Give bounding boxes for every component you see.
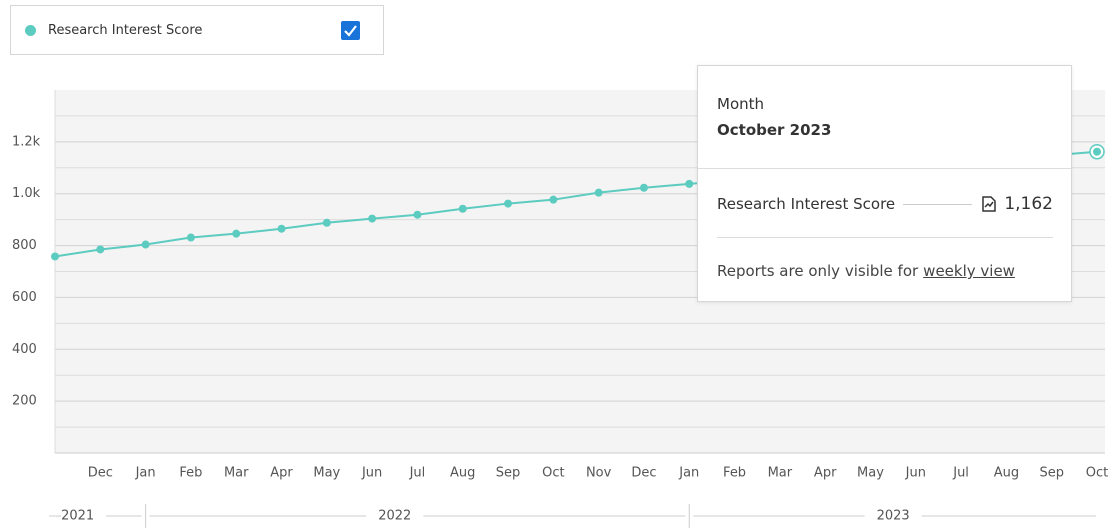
x-tick-label: Jun [361, 466, 382, 481]
x-tick-label: Jan [678, 466, 699, 481]
data-point [368, 214, 377, 223]
data-point [141, 240, 150, 249]
data-point [96, 245, 105, 254]
tooltip-row: Research Interest Score 1,162 [717, 194, 1053, 214]
data-point [232, 229, 241, 238]
divider [698, 168, 1071, 169]
data-point [277, 224, 286, 233]
x-tick-label: Jan [135, 466, 156, 481]
x-tick-label: Oct [542, 466, 564, 481]
divider [717, 237, 1053, 238]
weekly-view-link[interactable]: weekly view [923, 262, 1015, 280]
x-tick-label: Jul [409, 466, 426, 481]
check-icon [344, 25, 357, 37]
tooltip-value: 1,162 [1004, 194, 1053, 214]
x-tick-label: May [313, 466, 340, 481]
data-point [51, 252, 59, 261]
tooltip-period: October 2023 [717, 121, 832, 139]
year-label: 2021 [61, 509, 94, 524]
x-tick-label: Sep [496, 466, 521, 481]
data-point [685, 179, 694, 188]
y-tick-label: 1.2k [12, 134, 41, 149]
x-tick-label: Dec [88, 466, 113, 481]
x-tick-label: Sep [1039, 466, 1064, 481]
x-tick-label: Aug [450, 466, 475, 481]
data-point [504, 199, 513, 208]
data-point [458, 204, 467, 213]
x-tick-label: Mar [768, 466, 793, 481]
x-tick-label: Dec [631, 466, 656, 481]
tooltip-label: Month [717, 95, 765, 113]
year-label: 2023 [877, 509, 910, 524]
tooltip-note: Reports are only visible for weekly view [717, 262, 1015, 280]
x-tick-label: Apr [814, 466, 837, 481]
data-point [549, 195, 558, 204]
data-point [186, 233, 195, 242]
x-tick-label: Aug [994, 466, 1019, 481]
year-label: 2022 [378, 509, 411, 524]
data-point [594, 188, 603, 197]
x-tick-label: Feb [723, 466, 746, 481]
rule [903, 203, 973, 205]
data-point [1093, 147, 1101, 156]
data-point [413, 210, 422, 219]
y-tick-label: 1.0k [12, 186, 41, 201]
x-tick-label: Apr [270, 466, 293, 481]
x-tick-label: Feb [179, 466, 202, 481]
x-tick-label: Oct [1086, 466, 1108, 481]
tooltip: Month October 2023 Research Interest Sco… [697, 65, 1072, 302]
x-tick-label: Jun [905, 466, 926, 481]
legend-swatch [25, 24, 36, 36]
legend: Research Interest Score [10, 5, 384, 55]
x-tick-label: Nov [586, 466, 612, 481]
report-icon [982, 196, 997, 212]
data-point [639, 183, 648, 192]
note-text: Reports are only visible for [717, 262, 919, 280]
x-tick-label: Mar [224, 466, 249, 481]
y-tick-label: 600 [12, 290, 37, 305]
legend-label: Research Interest Score [48, 22, 203, 38]
x-tick-label: May [857, 466, 884, 481]
y-tick-label: 200 [12, 394, 37, 409]
y-tick-label: 800 [12, 238, 37, 253]
tooltip-series: Research Interest Score [717, 195, 896, 213]
y-tick-label: 400 [12, 342, 37, 357]
data-point [322, 218, 331, 227]
x-tick-label: Jul [952, 466, 969, 481]
checkbox[interactable] [341, 21, 360, 40]
